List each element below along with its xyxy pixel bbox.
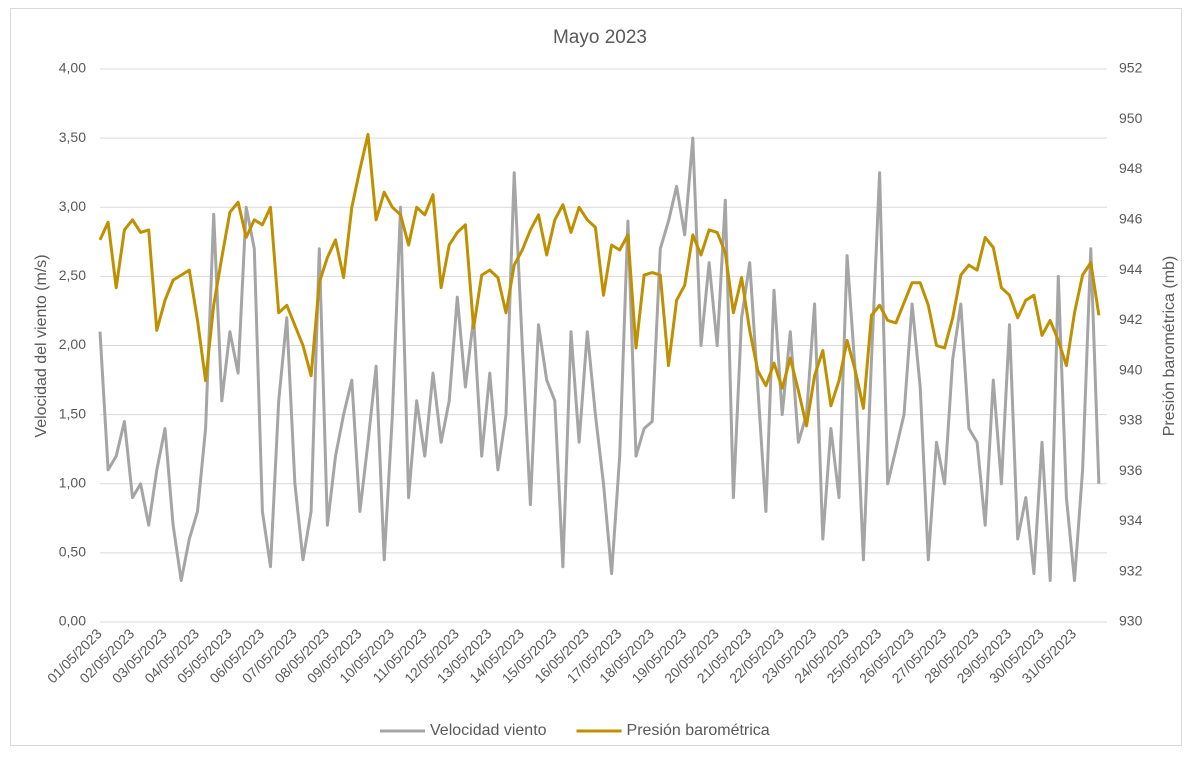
y-tick-label: 2,00 <box>59 336 86 352</box>
chart-title: Mayo 2023 <box>553 27 647 48</box>
y2-tick-label: 934 <box>1119 512 1143 528</box>
legend-label: Presión barométrica <box>627 722 770 739</box>
y-tick-label: 1,50 <box>59 405 86 421</box>
y-tick-label: 3,50 <box>59 129 86 145</box>
y2-tick-label: 936 <box>1119 462 1143 478</box>
line-series <box>98 136 1101 582</box>
y-tick-label: 3,00 <box>59 198 86 214</box>
y2-axis-title: Presión barométrica (mb) <box>1161 256 1178 437</box>
y2-tick-label: 942 <box>1119 311 1143 327</box>
y-tick-label: 0,50 <box>59 544 86 560</box>
y-tick-label: 2,50 <box>59 267 86 283</box>
y2-tick-label: 952 <box>1119 60 1143 76</box>
line-series <box>98 132 1101 428</box>
legend-label: Velocidad viento <box>430 722 547 739</box>
y2-tick-label: 940 <box>1119 361 1143 377</box>
y-tick-label: 4,00 <box>59 60 86 76</box>
y2-tick-label: 944 <box>1119 261 1143 277</box>
y-tick-label: 0,00 <box>59 613 86 629</box>
y2-tick-label: 932 <box>1119 562 1143 578</box>
y2-tick-label: 948 <box>1119 160 1143 176</box>
y2-tick-label: 946 <box>1119 211 1143 227</box>
y2-tick-label: 950 <box>1119 110 1143 126</box>
y-tick-label: 1,00 <box>59 474 86 490</box>
y-axis-title: Velocidad del viento (m/s) <box>33 254 50 437</box>
y2-tick-label: 930 <box>1119 613 1143 629</box>
y2-tick-label: 938 <box>1119 412 1143 428</box>
